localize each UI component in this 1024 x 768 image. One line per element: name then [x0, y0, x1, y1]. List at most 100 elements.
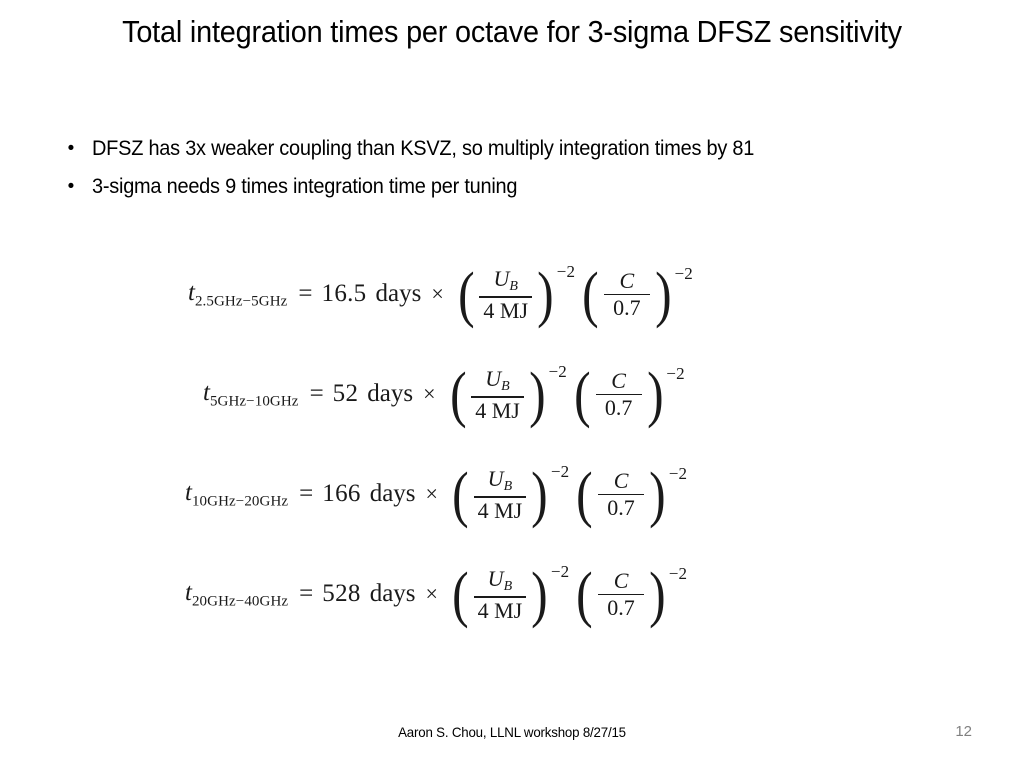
- right-paren-icon: ): [649, 561, 666, 630]
- left-paren-icon: (: [582, 261, 599, 330]
- bullet-text: DFSZ has 3x weaker coupling than KSVZ, s…: [92, 137, 755, 160]
- exponent: −2: [550, 562, 570, 581]
- equation-factor-2: ( C 0.7 ) −2: [568, 561, 687, 630]
- fraction-numerator: C: [607, 368, 630, 393]
- fraction: C 0.7: [601, 268, 653, 320]
- list-item: • 3-sigma needs 9 times integration time…: [50, 172, 990, 202]
- equation-row: t2.5GHz−5GHz = 16.5 days × ( UB 4 MJ ): [0, 252, 1024, 352]
- numerator-subscript: B: [503, 479, 513, 495]
- left-paren-icon: (: [576, 461, 593, 530]
- paren-inner: ( C 0.7 ): [574, 561, 667, 630]
- multiplication-icon: ×: [423, 381, 436, 407]
- paren-inner: ( C 0.7 ): [580, 261, 673, 330]
- right-paren-icon: ): [649, 461, 666, 530]
- equation-factor-1: ( UB 4 MJ ) −2: [450, 261, 575, 330]
- fraction-bar: [473, 596, 527, 598]
- numerator-symbol: C: [619, 268, 635, 294]
- equation-lhs: t20GHz−40GHz: [185, 579, 290, 610]
- fraction-denominator: 0.7: [607, 595, 635, 621]
- equation-row: t10GHz−20GHz = 166 days × ( UB 4 MJ ): [0, 452, 1024, 552]
- equation-2: t5GHz−10GHz = 52 days × ( UB 4 MJ ): [203, 361, 685, 430]
- paren-inner: ( UB 4 MJ ): [448, 361, 548, 430]
- fraction-bar: [598, 493, 645, 496]
- equation-symbol: t: [185, 478, 192, 506]
- equation-factor-2: ( C 0.7 ) −2: [566, 361, 685, 430]
- paren-inner: ( UB 4 MJ ): [450, 564, 550, 626]
- right-paren-icon: ): [646, 361, 664, 430]
- equation-lhs: t2.5GHz−5GHz: [188, 279, 289, 310]
- equation-value: 528: [322, 580, 361, 608]
- equation-4: t20GHz−40GHz = 528 days × ( UB 4 MJ ): [185, 561, 687, 630]
- page-number: 12: [955, 723, 972, 740]
- equation-relation: =: [298, 280, 313, 308]
- equation-subscript: 2.5GHz−5GHz: [194, 293, 288, 310]
- equation-list: t2.5GHz−5GHz = 16.5 days × ( UB 4 MJ ): [0, 252, 1024, 652]
- exponent: −2: [668, 564, 688, 584]
- equation-factor-1: ( UB 4 MJ ) −2: [442, 361, 567, 430]
- numerator-symbol: U: [487, 466, 504, 491]
- equation-lhs: t10GHz−20GHz: [185, 479, 290, 510]
- equation-relation: =: [299, 480, 314, 508]
- exponent: −2: [548, 362, 567, 381]
- numerator-symbol: C: [613, 468, 629, 494]
- equation-unit: days: [369, 580, 416, 608]
- fraction-denominator: 4 MJ: [483, 297, 529, 323]
- exponent: −2: [674, 264, 693, 284]
- numerator-subscript: B: [503, 579, 513, 595]
- fraction-numerator: UB: [484, 466, 516, 496]
- paren-inner: ( C 0.7 ): [572, 361, 665, 430]
- fraction-denominator: 0.7: [613, 295, 641, 321]
- title-block: Total integration times per octave for 3…: [72, 10, 952, 54]
- left-paren-icon: (: [449, 361, 467, 430]
- fraction: C 0.7: [595, 468, 647, 520]
- equation-symbol: t: [203, 378, 210, 406]
- equation-value: 52: [332, 380, 359, 408]
- bullet-list: • DFSZ has 3x weaker coupling than KSVZ,…: [50, 134, 990, 210]
- paren-inner: ( UB 4 MJ ): [456, 261, 556, 330]
- fraction-bar: [595, 393, 642, 396]
- fraction-bar: [473, 496, 527, 498]
- bullet-icon: •: [67, 138, 75, 159]
- equation-relation: =: [309, 380, 324, 408]
- fraction-denominator: 0.7: [607, 495, 635, 521]
- numerator-symbol: C: [611, 368, 626, 394]
- fraction-numerator: UB: [489, 266, 521, 296]
- equation-unit: days: [367, 380, 414, 408]
- fraction: UB 4 MJ: [471, 566, 530, 623]
- fraction-denominator: 4 MJ: [475, 397, 520, 423]
- bullet-icon: •: [67, 176, 75, 197]
- fraction-numerator: UB: [484, 566, 516, 596]
- right-paren-icon: ): [531, 461, 548, 530]
- fraction: UB 4 MJ: [471, 466, 530, 523]
- equation-symbol: t: [188, 278, 195, 306]
- left-paren-icon: (: [574, 361, 591, 430]
- list-item: • DFSZ has 3x weaker coupling than KSVZ,…: [50, 134, 990, 164]
- fraction-denominator: 4 MJ: [477, 497, 523, 523]
- equation-unit: days: [375, 280, 422, 308]
- slide-footer: Aaron S. Chou, LLNL workshop 8/27/15 12: [0, 722, 1024, 746]
- equation-relation: =: [299, 580, 314, 608]
- equation-subscript: 5GHz−10GHz: [209, 393, 299, 410]
- equation-subscript: 20GHz−40GHz: [191, 593, 289, 610]
- exponent: −2: [550, 462, 570, 481]
- exponent: −2: [668, 464, 688, 484]
- equation-factor-1: ( UB 4 MJ ) −2: [444, 562, 569, 626]
- numerator-symbol: U: [493, 266, 510, 291]
- numerator-subscript: B: [501, 379, 510, 395]
- paren-inner: ( UB 4 MJ ): [450, 461, 550, 530]
- bullet-text: 3-sigma needs 9 times integration time p…: [92, 175, 518, 198]
- left-paren-icon: (: [457, 261, 475, 330]
- fraction: C 0.7: [593, 368, 645, 420]
- equation-1: t2.5GHz−5GHz = 16.5 days × ( UB 4 MJ ): [188, 261, 693, 330]
- fraction-numerator: C: [615, 268, 638, 293]
- numerator-symbol: U: [487, 566, 504, 591]
- equation-row: t5GHz−10GHz = 52 days × ( UB 4 MJ ): [0, 352, 1024, 452]
- page-title: Total integration times per octave for 3…: [122, 14, 902, 49]
- multiplication-icon: ×: [425, 481, 438, 507]
- right-paren-icon: ): [537, 261, 554, 330]
- fraction-bar: [598, 593, 645, 596]
- fraction: C 0.7: [595, 568, 647, 620]
- fraction: UB 4 MJ: [476, 266, 535, 323]
- numerator-subscript: B: [509, 279, 518, 295]
